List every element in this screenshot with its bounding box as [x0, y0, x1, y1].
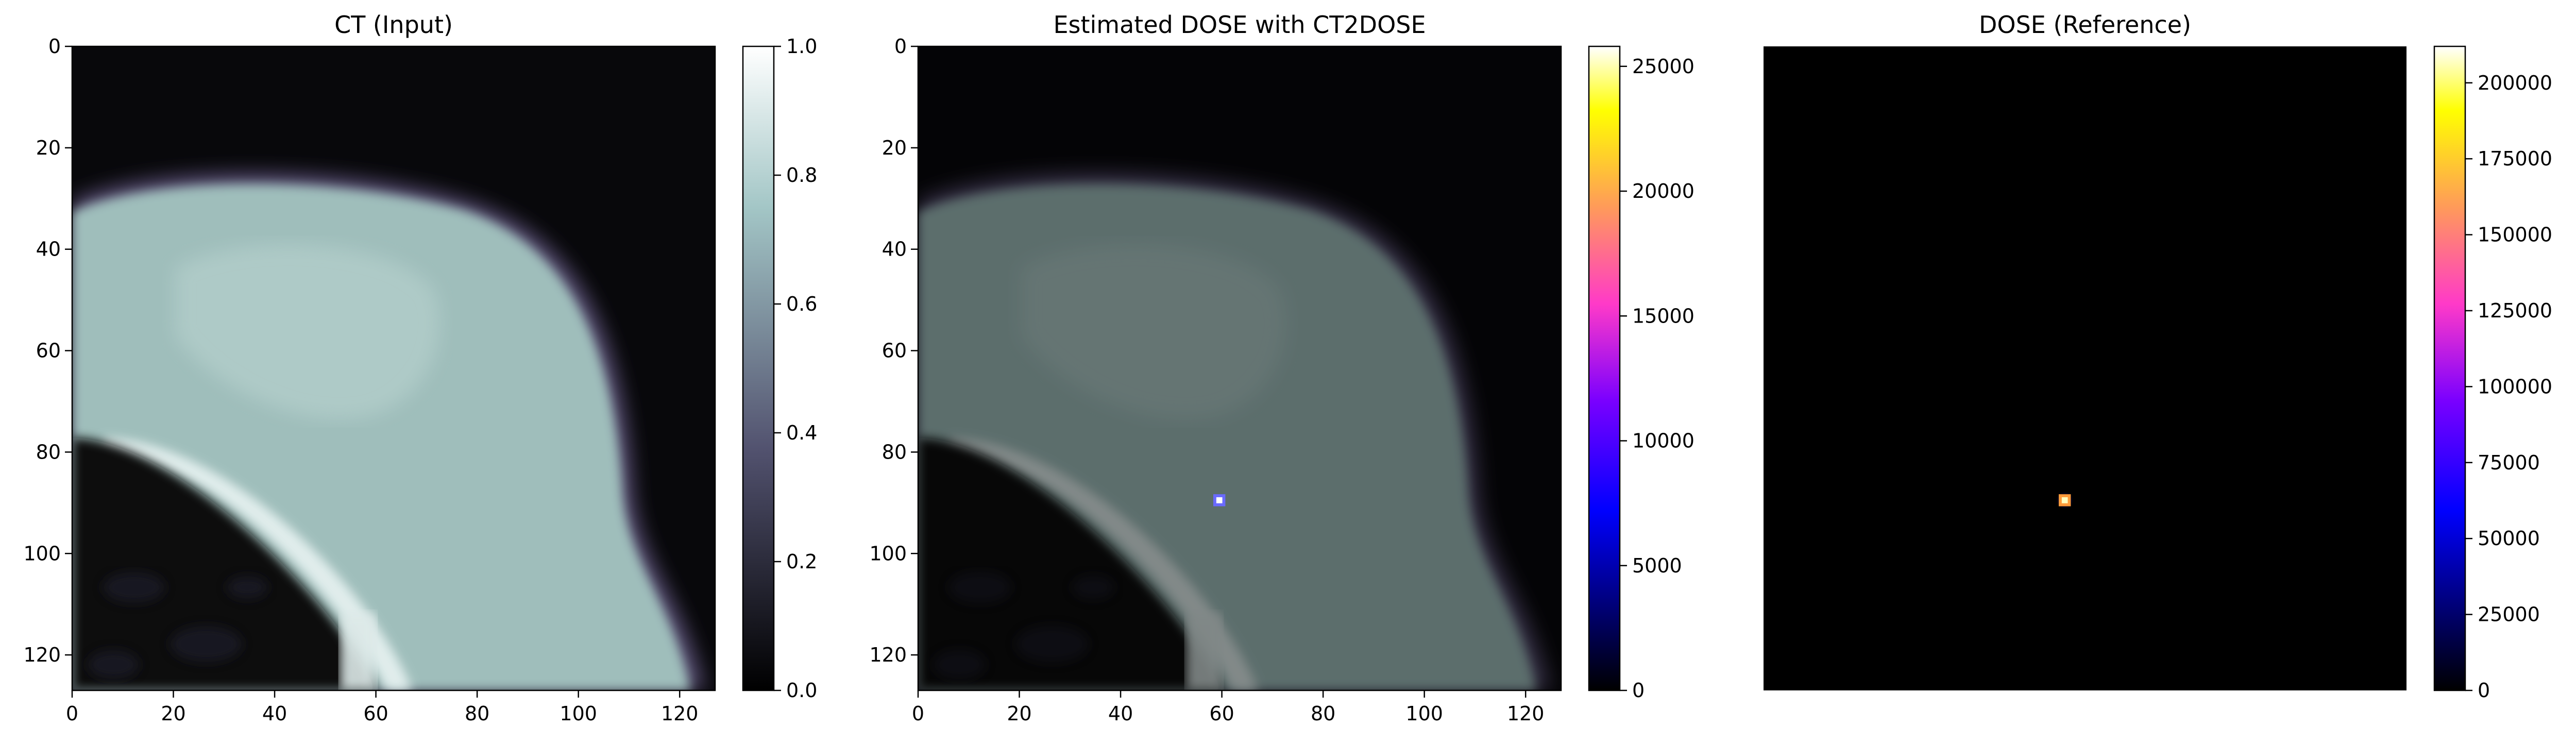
y-tick-label: 40: [882, 238, 907, 261]
colorbar-3-ticks: 0 25000 50000 75000 100000 125000 150000 175000…: [2465, 72, 2552, 702]
x-tick-label: 120: [1507, 702, 1545, 725]
colorbar-tick-label: 5000: [1632, 554, 1682, 577]
panel-2-title: Estimated DOSE with CT2DOSE: [1053, 11, 1426, 39]
colorbar-tick-label: 15000: [1632, 305, 1694, 327]
hotspot-core: [1216, 497, 1223, 503]
colorbar-tick-label: 0.0: [786, 679, 817, 702]
panel-estimated-dose: Estimated DOSE with CT2DOSE 0 20 40 60 80 100…: [869, 11, 1694, 725]
y-tick-label: 80: [36, 441, 61, 463]
colorbar-2-gradient: [1589, 46, 1620, 690]
colorbar-tick-label: 125000: [2478, 299, 2552, 322]
x-tick-label: 0: [66, 702, 78, 725]
colorbar-tick-label: 100000: [2478, 375, 2552, 398]
x-tick-label: 60: [1209, 702, 1234, 725]
reference-dose-image: [1764, 46, 2406, 690]
colorbar-tick-label: 0: [2478, 679, 2490, 702]
x-tick-label: 80: [1311, 702, 1335, 725]
y-tick-label: 100: [23, 542, 61, 565]
estimated-dose-image: [918, 46, 1561, 690]
x-tick-label: 20: [161, 702, 185, 725]
colorbar-tick-label: 150000: [2478, 224, 2552, 246]
y-tick-label: 40: [36, 238, 61, 261]
panel-2-y-axis: 0 20 40 60 80 100 120: [869, 35, 918, 666]
colorbar-2-ticks: 0 5000 10000 15000 20000 25000: [1620, 55, 1694, 702]
colorbar-tick-label: 10000: [1632, 430, 1694, 452]
panel-1-title: CT (Input): [334, 11, 453, 39]
y-tick-label: 80: [882, 441, 907, 463]
y-tick-label: 60: [36, 340, 61, 362]
panel-1-x-axis: 0 20 40 60 80 100 120: [66, 690, 699, 725]
x-tick-label: 20: [1007, 702, 1031, 725]
y-tick-label: 60: [882, 340, 907, 362]
panel-1-y-axis: 0 20 40 60 80 100 120: [23, 35, 72, 666]
reference-dose-hotspot: [2056, 491, 2074, 510]
colorbar-2-frame: [1588, 45, 1621, 691]
colorbar-tick-label: 75000: [2478, 451, 2540, 474]
panel-1-frame: [71, 45, 716, 691]
y-tick-label: 120: [869, 644, 907, 666]
colorbar-3-frame: [2433, 45, 2466, 691]
y-tick-label: 0: [48, 35, 61, 58]
panel-3-title: DOSE (Reference): [1979, 11, 2191, 39]
colorbar-tick-label: 25000: [1632, 55, 1694, 78]
colorbar-1-ticks: 0.0 0.2 0.4 0.6 0.8 1.0: [774, 35, 817, 702]
x-tick-label: 120: [661, 702, 699, 725]
y-tick-label: 20: [882, 137, 907, 159]
estimated-dose-hotspot: [1213, 494, 1226, 506]
panel-ct-input: CT (Input) 0 20 40 60 80 100 120 0 20 40 60 80 100 1…: [23, 11, 817, 725]
colorbar-3-gradient: [2434, 46, 2465, 690]
x-tick-label: 100: [1405, 702, 1443, 725]
colorbar-tick-label: 0.8: [786, 164, 817, 187]
colorbar-tick-label: 25000: [2478, 603, 2540, 626]
ct-image: [72, 46, 715, 690]
colorbar-1-frame: [742, 45, 775, 691]
panel-2-frame: [917, 45, 1562, 691]
x-tick-label: 100: [560, 702, 597, 725]
y-tick-label: 0: [894, 35, 907, 58]
colorbar-tick-label: 0: [1632, 679, 1645, 702]
y-tick-label: 120: [23, 644, 61, 666]
x-tick-label: 60: [363, 702, 388, 725]
colorbar-tick-label: 175000: [2478, 147, 2552, 170]
colorbar-tick-label: 1.0: [786, 35, 817, 58]
x-tick-label: 0: [912, 702, 924, 725]
panel-2-x-axis: 0 20 40 60 80 100 120: [912, 690, 1545, 725]
y-tick-label: 20: [36, 137, 61, 159]
colorbar-tick-label: 200000: [2478, 72, 2552, 94]
colorbar-tick-label: 0.2: [786, 550, 817, 573]
hotspot-core: [2061, 497, 2068, 503]
x-tick-label: 40: [1108, 702, 1133, 725]
panel-reference-dose: DOSE (Reference) 0 25000 50000 75000 100000 1…: [1764, 11, 2552, 702]
y-tick-label: 100: [869, 542, 907, 565]
colorbar-1-gradient: [743, 46, 774, 690]
colorbar-tick-label: 0.4: [786, 421, 817, 444]
colorbar-tick-label: 0.6: [786, 293, 817, 315]
x-tick-label: 40: [262, 702, 287, 725]
x-tick-label: 80: [465, 702, 489, 725]
colorbar-tick-label: 50000: [2478, 527, 2540, 550]
colorbar-tick-label: 20000: [1632, 180, 1694, 202]
